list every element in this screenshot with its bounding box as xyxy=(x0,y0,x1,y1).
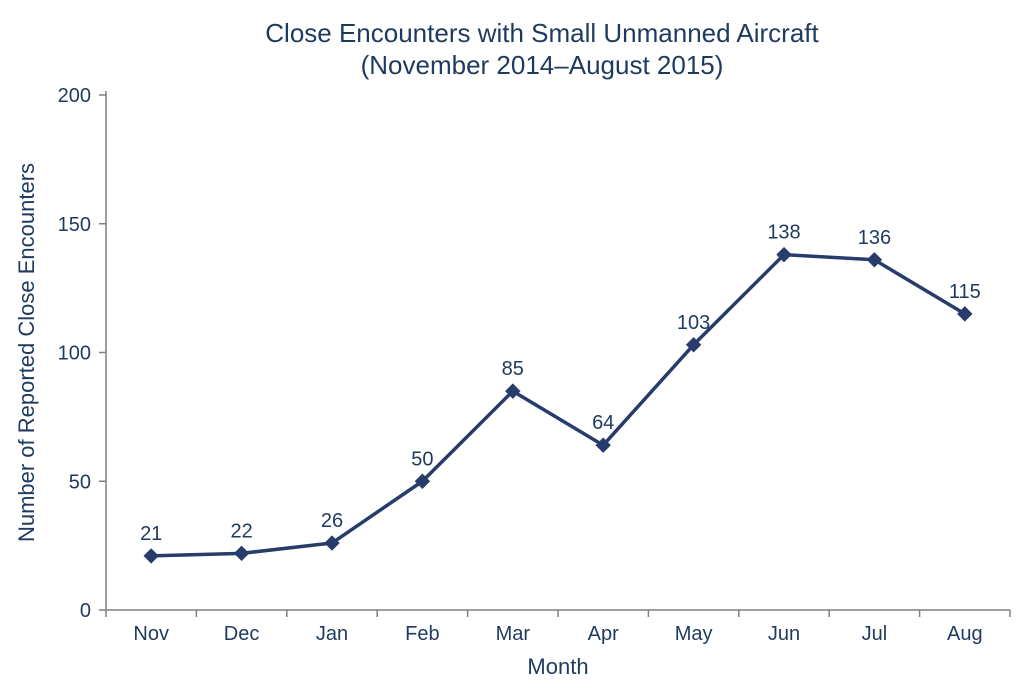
chart-svg: Close Encounters with Small Unmanned Air… xyxy=(0,0,1024,686)
y-tick-label: 100 xyxy=(58,343,91,365)
data-label: 21 xyxy=(140,523,162,545)
data-label: 138 xyxy=(767,222,800,244)
x-tick-label: Aug xyxy=(947,623,983,645)
y-tick-label: 150 xyxy=(58,214,91,236)
data-label: 85 xyxy=(502,358,524,380)
x-tick-label: Dec xyxy=(224,623,260,645)
chart-title-line1: Close Encounters with Small Unmanned Air… xyxy=(265,18,819,48)
data-label: 103 xyxy=(677,312,710,334)
x-tick-label: Mar xyxy=(496,623,531,645)
y-tick-label: 200 xyxy=(58,85,91,107)
data-label: 115 xyxy=(949,281,981,303)
x-tick-label: Jul xyxy=(862,623,888,645)
data-label: 22 xyxy=(230,520,252,542)
data-label: 26 xyxy=(321,510,343,532)
x-tick-label: Jun xyxy=(768,623,800,645)
x-tick-label: May xyxy=(675,623,713,645)
data-label: 64 xyxy=(592,412,614,434)
data-label: 136 xyxy=(858,227,891,249)
x-tick-label: Nov xyxy=(133,623,169,645)
x-tick-label: Apr xyxy=(588,623,619,645)
data-label: 50 xyxy=(411,448,433,470)
x-tick-label: Jan xyxy=(316,623,348,645)
y-tick-label: 0 xyxy=(80,600,91,622)
x-axis-label: Month xyxy=(527,654,588,679)
x-tick-label: Feb xyxy=(405,623,439,645)
encounters-chart: Close Encounters with Small Unmanned Air… xyxy=(0,0,1024,686)
y-axis-label: Number of Reported Close Encounters xyxy=(14,163,39,542)
y-tick-label: 50 xyxy=(69,471,91,493)
chart-title-line2: (November 2014–August 2015) xyxy=(361,50,724,80)
